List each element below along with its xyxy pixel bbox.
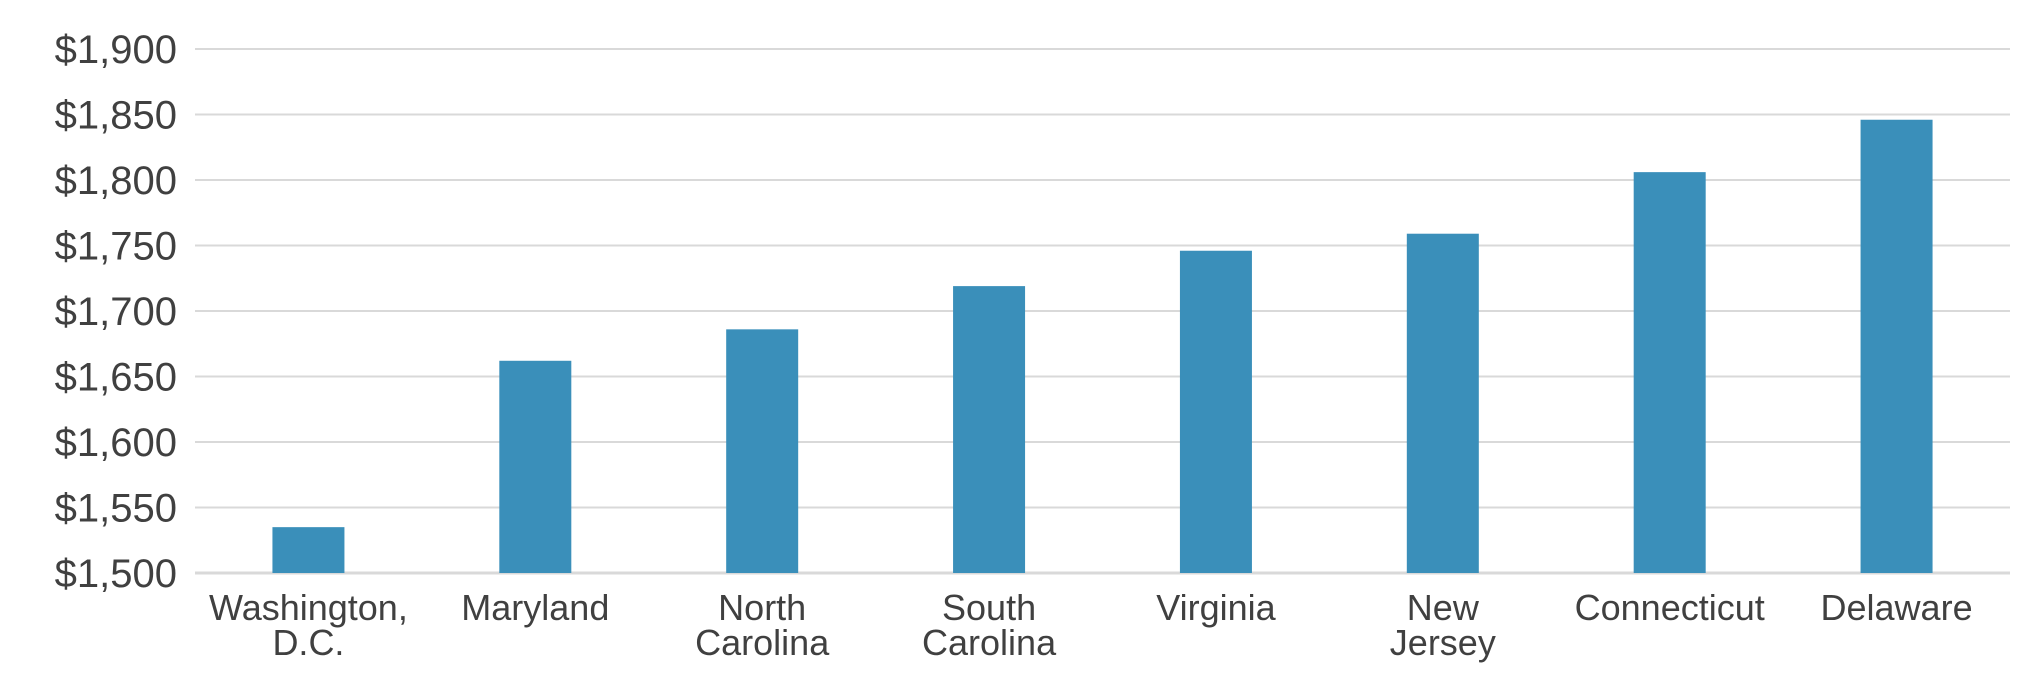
bar bbox=[272, 527, 345, 573]
y-axis-tick-labels: $1,500 $1,550 $1,600 $1,650 $1,700 $1,750 $1,8… bbox=[55, 28, 177, 596]
x-tick-label: Delaware bbox=[1821, 587, 1973, 628]
bar bbox=[1860, 119, 1933, 574]
bar bbox=[1179, 250, 1252, 574]
x-tick-label: Washington, D.C. bbox=[209, 587, 408, 663]
bars bbox=[272, 119, 1933, 574]
y-tick-label: $1,600 bbox=[55, 421, 177, 465]
x-axis-tick-labels: Washington, D.C. Maryland North Carolina Sout… bbox=[209, 587, 1973, 663]
y-tick-label: $1,700 bbox=[55, 290, 177, 334]
x-tick-label: Maryland bbox=[461, 587, 609, 628]
bar bbox=[1406, 233, 1479, 573]
x-tick-label: Virginia bbox=[1156, 587, 1276, 628]
y-tick-label: $1,500 bbox=[55, 552, 177, 596]
bar bbox=[499, 360, 572, 573]
y-tick-label: $1,800 bbox=[55, 159, 177, 203]
y-tick-label: $1,850 bbox=[55, 94, 177, 138]
bar bbox=[953, 286, 1026, 573]
gridlines bbox=[195, 48, 2010, 575]
y-tick-label: $1,900 bbox=[55, 28, 177, 72]
y-tick-label: $1,750 bbox=[55, 225, 177, 269]
x-tick-label: Connecticut bbox=[1575, 587, 1765, 628]
bar bbox=[1633, 172, 1706, 573]
y-tick-label: $1,550 bbox=[55, 487, 177, 531]
bar bbox=[726, 329, 799, 573]
x-tick-label: New Jersey bbox=[1390, 587, 1496, 663]
y-tick-label: $1,650 bbox=[55, 356, 177, 400]
x-tick-label: South Carolina bbox=[922, 587, 1057, 663]
x-tick-label: North Carolina bbox=[695, 587, 830, 663]
